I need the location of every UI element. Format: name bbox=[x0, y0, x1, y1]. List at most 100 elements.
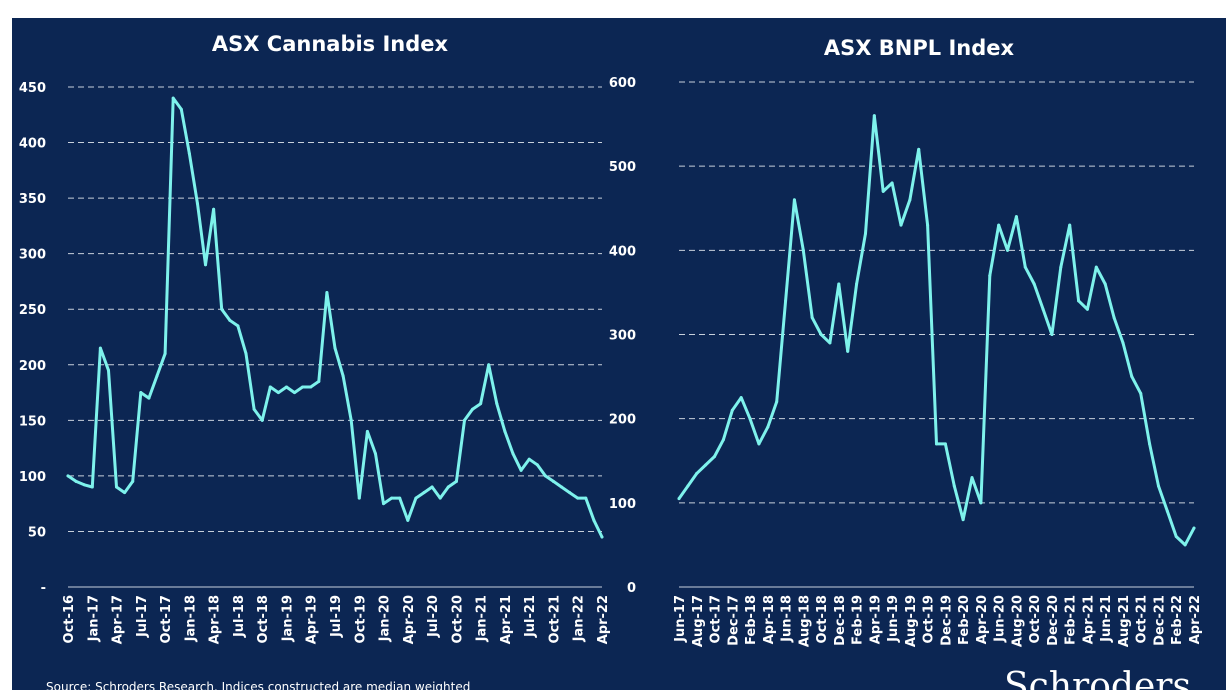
data-point bbox=[917, 147, 921, 151]
x-tick-label: Jan-18 bbox=[183, 595, 198, 642]
data-point bbox=[1077, 299, 1081, 303]
bnpl-index-chart: ASX BNPL Index 0 100 200 300 400 500 600 Jun-17… bbox=[609, 18, 1226, 668]
cannabis-plot-area: - 50 100 150 200 250 300 350 400 450 Oct-16 Jan-17 A… bbox=[19, 81, 611, 644]
data-point bbox=[406, 518, 410, 522]
x-tick-label: Apr-17 bbox=[111, 595, 126, 644]
data-point bbox=[349, 418, 353, 422]
data-point bbox=[98, 346, 102, 350]
x-tick-label: Apr-22 bbox=[596, 595, 611, 644]
data-point bbox=[837, 282, 841, 286]
data-point bbox=[317, 379, 321, 383]
data-point bbox=[115, 485, 119, 489]
x-tick-label: Oct-17 bbox=[709, 595, 724, 643]
brand-logo: Schroders bbox=[1004, 666, 1191, 690]
data-point bbox=[333, 346, 337, 350]
data-point bbox=[471, 407, 475, 411]
data-point bbox=[1050, 333, 1054, 336]
data-point bbox=[600, 535, 604, 539]
x-tick-label: Jun-20 bbox=[993, 595, 1008, 643]
data-point bbox=[462, 418, 466, 422]
x-tick-label: Aug-17 bbox=[691, 595, 706, 647]
x-tick-label: Apr-21 bbox=[1081, 595, 1096, 644]
data-point bbox=[568, 491, 572, 495]
y-tick-label: 200 bbox=[19, 359, 46, 374]
data-point bbox=[268, 385, 272, 389]
data-point bbox=[106, 368, 110, 372]
data-point bbox=[519, 468, 523, 472]
data-point bbox=[1014, 215, 1018, 219]
x-tick-label: Jan-21 bbox=[475, 595, 490, 642]
data-point bbox=[131, 479, 135, 483]
data-point bbox=[511, 452, 515, 456]
x-tick-label: Aug-19 bbox=[904, 595, 919, 647]
x-tick-label: Dec-21 bbox=[1152, 595, 1167, 646]
data-point bbox=[766, 425, 770, 429]
x-tick-label: Jan-22 bbox=[572, 595, 587, 642]
data-point bbox=[979, 501, 983, 505]
data-point bbox=[935, 442, 938, 446]
data-point bbox=[414, 496, 418, 500]
data-point bbox=[1192, 526, 1196, 530]
data-point bbox=[592, 518, 596, 522]
data-point bbox=[1103, 282, 1107, 286]
x-tick-label: Jan-19 bbox=[280, 595, 295, 642]
x-tick-label: Oct-16 bbox=[62, 595, 77, 643]
y-tick-label: 300 bbox=[19, 248, 46, 263]
data-point bbox=[357, 496, 361, 500]
data-point bbox=[1156, 484, 1160, 488]
data-point bbox=[252, 407, 256, 411]
x-tick-label: Apr-19 bbox=[868, 595, 883, 644]
x-tick-label: Jul-18 bbox=[232, 595, 247, 638]
data-point bbox=[74, 479, 78, 483]
data-point bbox=[422, 491, 426, 495]
data-point bbox=[828, 341, 832, 345]
x-tick-label: Dec-17 bbox=[726, 595, 741, 646]
y-tick-label: 400 bbox=[609, 244, 636, 259]
data-point bbox=[1130, 375, 1134, 379]
data-point bbox=[695, 471, 699, 475]
y-tick-label: 100 bbox=[19, 470, 46, 485]
y-tick-label: 600 bbox=[609, 76, 636, 91]
data-point bbox=[187, 152, 191, 156]
data-point bbox=[863, 232, 867, 235]
x-tick-label: Aug-21 bbox=[1117, 595, 1132, 647]
data-point bbox=[1041, 307, 1045, 311]
data-point bbox=[1174, 535, 1178, 538]
data-point bbox=[179, 107, 183, 111]
data-point bbox=[390, 496, 394, 500]
x-tick-label: Apr-20 bbox=[402, 595, 417, 644]
data-point bbox=[495, 402, 499, 406]
data-point bbox=[551, 479, 555, 483]
x-tick-label: Jun-21 bbox=[1099, 595, 1114, 643]
data-point bbox=[560, 485, 564, 489]
x-tick-label: Apr-20 bbox=[975, 595, 990, 644]
x-tick-label: Oct-17 bbox=[159, 595, 174, 643]
data-point bbox=[503, 429, 507, 433]
data-point bbox=[881, 189, 885, 193]
data-point bbox=[527, 457, 531, 461]
data-point bbox=[535, 463, 539, 467]
x-tick-label: Jun-17 bbox=[673, 595, 688, 643]
data-point bbox=[1139, 391, 1143, 395]
x-tick-label: Apr-21 bbox=[499, 595, 514, 644]
data-point bbox=[301, 385, 305, 389]
data-point bbox=[739, 396, 743, 400]
x-tick-label: Apr-22 bbox=[1188, 595, 1203, 644]
x-tick-label: Jan-17 bbox=[86, 595, 101, 642]
data-point bbox=[244, 352, 248, 356]
y-tick-label: 300 bbox=[609, 329, 636, 344]
data-point bbox=[430, 485, 434, 489]
series-line bbox=[677, 114, 1196, 547]
data-point bbox=[373, 452, 377, 456]
x-tick-label: Feb-21 bbox=[1064, 595, 1079, 645]
y-tick-label: 50 bbox=[28, 525, 46, 540]
data-point bbox=[899, 223, 903, 227]
data-point bbox=[576, 496, 580, 500]
data-point bbox=[90, 485, 94, 489]
x-tick-label: Jul-20 bbox=[426, 595, 441, 638]
x-tick-label: Jul-21 bbox=[523, 595, 538, 638]
data-point bbox=[1059, 265, 1063, 269]
y-tick-label: 0 bbox=[627, 581, 636, 596]
x-tick-label: Jul-19 bbox=[329, 595, 344, 638]
